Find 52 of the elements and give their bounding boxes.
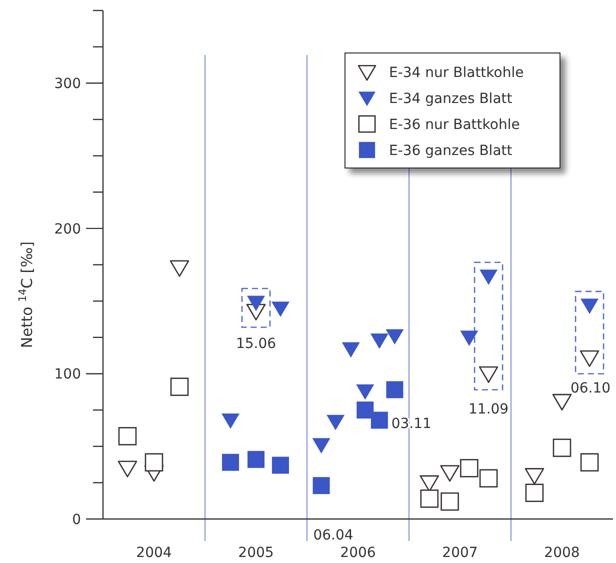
point xyxy=(118,460,138,478)
point xyxy=(386,381,404,398)
point xyxy=(248,450,264,468)
x-tick-label: 2004 xyxy=(136,544,172,561)
point xyxy=(370,412,388,429)
y-tick-label: 300 xyxy=(54,76,81,92)
x-tick-label: 2005 xyxy=(238,544,274,561)
point xyxy=(356,402,374,419)
legend-label: E-36 ganzes Blatt xyxy=(389,142,513,159)
legend-label: E-36 nur Battkohle xyxy=(389,116,520,133)
point xyxy=(479,469,498,488)
point xyxy=(460,459,478,478)
point xyxy=(170,260,190,277)
point xyxy=(524,468,544,485)
x-tick-label: 2006 xyxy=(340,544,376,561)
point xyxy=(480,270,498,285)
point xyxy=(356,384,374,400)
point xyxy=(580,298,599,314)
point xyxy=(580,453,599,472)
point xyxy=(312,438,330,454)
point xyxy=(271,302,290,317)
point xyxy=(312,477,330,494)
point xyxy=(118,427,137,446)
point xyxy=(525,484,544,502)
point xyxy=(222,454,239,471)
y-tick-label: 0 xyxy=(72,512,81,528)
point xyxy=(170,378,189,396)
point xyxy=(580,350,600,367)
point xyxy=(386,329,404,344)
annotation: 15.06 xyxy=(236,336,276,352)
x-tick-label: 2007 xyxy=(442,544,478,561)
annotation: 06.04 xyxy=(313,527,354,544)
x-tick-label: 2008 xyxy=(544,544,580,561)
annotation: 06.10 xyxy=(570,380,611,397)
point xyxy=(552,438,572,457)
point xyxy=(144,453,164,472)
point xyxy=(460,330,478,346)
point xyxy=(440,492,459,511)
point xyxy=(552,394,572,411)
point xyxy=(326,414,345,430)
point xyxy=(478,366,498,383)
point xyxy=(222,413,240,429)
legend-label: E-34 ganzes Blatt xyxy=(389,90,513,107)
y-tick-label: 200 xyxy=(54,221,81,238)
point xyxy=(272,456,289,474)
point xyxy=(342,342,360,358)
point xyxy=(370,334,388,349)
point xyxy=(420,490,439,508)
annotation: 11.09 xyxy=(468,402,509,418)
legend-label: E-34 nur Blattkohle xyxy=(389,64,524,81)
y-tick-label: 100 xyxy=(54,366,81,383)
point xyxy=(440,465,460,482)
